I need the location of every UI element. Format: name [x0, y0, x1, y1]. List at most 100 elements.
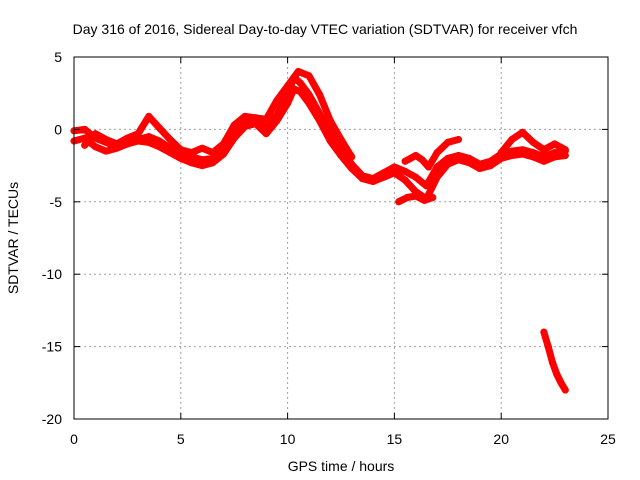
- data-point: [412, 192, 420, 200]
- data-point: [519, 128, 527, 136]
- data-point: [296, 88, 304, 96]
- data-point: [177, 154, 185, 162]
- data-point: [420, 196, 428, 204]
- data-point: [561, 386, 569, 394]
- data-point: [81, 125, 89, 133]
- data-point: [465, 159, 473, 167]
- plot-frame: [73, 56, 609, 420]
- data-point: [209, 159, 217, 167]
- data-point: [166, 136, 174, 143]
- data-point: [561, 146, 569, 154]
- data-point: [113, 140, 121, 148]
- data-point: [487, 162, 494, 170]
- data-point: [273, 96, 281, 104]
- data-point: [444, 160, 452, 168]
- data-point: [294, 68, 302, 75]
- data-point: [348, 153, 356, 161]
- data-point: [296, 79, 304, 87]
- data-point: [403, 194, 411, 201]
- data-point: [305, 99, 313, 107]
- data-point: [273, 117, 281, 125]
- data-point: [91, 130, 99, 138]
- x-tick-label: 15: [387, 431, 403, 447]
- data-point: [337, 136, 345, 143]
- tick-layer: [73, 56, 609, 420]
- data-point: [209, 149, 217, 157]
- data-point: [220, 140, 227, 148]
- data-point: [433, 173, 441, 181]
- data-point: [155, 124, 163, 132]
- data-point: [348, 165, 356, 172]
- data-point: [519, 150, 527, 158]
- data-point: [561, 152, 569, 159]
- y-tick-label: -20: [42, 411, 62, 427]
- data-point: [401, 157, 409, 165]
- data-point: [497, 154, 505, 162]
- data-point: [102, 147, 110, 155]
- data-point: [401, 167, 409, 175]
- data-point: [290, 85, 298, 93]
- data-point: [433, 149, 441, 157]
- data-point: [380, 173, 388, 181]
- data-point: [429, 194, 437, 201]
- data-point: [529, 153, 537, 161]
- data-point: [91, 143, 99, 151]
- x-axis-label: GPS time / hours: [288, 458, 395, 474]
- data-point: [252, 114, 260, 122]
- data-point: [455, 156, 462, 164]
- data-point: [188, 159, 195, 167]
- data-point: [508, 136, 516, 143]
- data-point: [123, 134, 131, 142]
- data-point: [316, 117, 324, 125]
- data-point: [455, 136, 462, 143]
- data-point: [326, 117, 334, 125]
- data-point: [145, 138, 153, 146]
- y-tick-label: 0: [54, 121, 62, 137]
- tick-label-layer: 0 5 10 15 20 25 5 0 -5 -10 -15 -20: [42, 49, 616, 447]
- data-point: [418, 156, 426, 164]
- data-point: [425, 163, 433, 171]
- data-point: [252, 120, 260, 128]
- data-point: [540, 157, 548, 165]
- data-point: [549, 359, 556, 366]
- data-point: [412, 173, 420, 181]
- series-layer: [70, 68, 569, 394]
- data-point: [166, 149, 174, 157]
- grid-layer: [74, 57, 608, 419]
- data-point: [145, 112, 153, 120]
- data-point: [508, 152, 516, 159]
- data-point: [220, 150, 227, 158]
- data-point: [337, 152, 345, 159]
- data-point: [188, 149, 195, 157]
- data-point: [390, 163, 398, 171]
- data-point: [401, 176, 409, 184]
- y-tick-label: -15: [42, 339, 62, 355]
- x-tick-label: 10: [280, 431, 296, 447]
- data-point: [230, 121, 238, 129]
- y-axis-label: SDTVAR / TECUs: [5, 182, 21, 294]
- data-point: [529, 138, 537, 146]
- data-point: [390, 169, 398, 177]
- data-point: [412, 152, 420, 159]
- data-point: [444, 138, 452, 146]
- data-point: [177, 146, 185, 154]
- data-point: [369, 178, 377, 185]
- data-point: [395, 198, 403, 206]
- y-tick-label: -10: [42, 266, 62, 282]
- data-point: [241, 123, 249, 130]
- data-point: [551, 153, 559, 161]
- data-point: [134, 130, 142, 138]
- y-tick-label: 5: [54, 49, 62, 65]
- data-point: [476, 165, 484, 172]
- data-point: [284, 82, 292, 90]
- y-tick-label: -5: [50, 194, 63, 210]
- data-point: [544, 343, 552, 351]
- data-point: [198, 144, 206, 152]
- data-point: [145, 133, 153, 141]
- x-tick-label: 0: [70, 431, 78, 447]
- data-point: [230, 134, 238, 142]
- chart-title: Day 316 of 2016, Sidereal Day-to-day VTE…: [73, 21, 578, 37]
- data-point: [305, 72, 313, 80]
